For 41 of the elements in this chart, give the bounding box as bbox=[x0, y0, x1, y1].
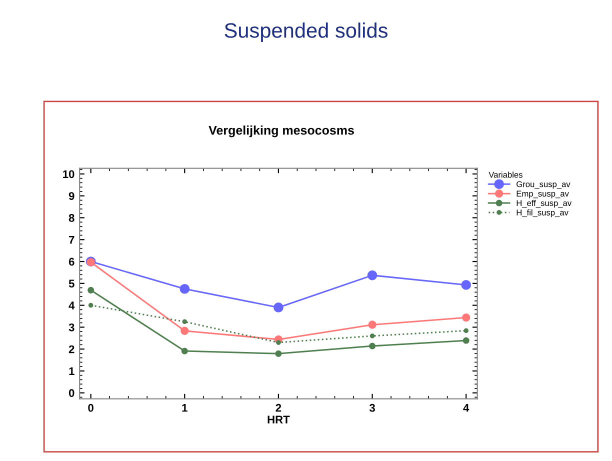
y-tick-label: 2 bbox=[68, 345, 74, 354]
x-tick-label: 3 bbox=[369, 404, 375, 412]
y-tick-label: 6 bbox=[68, 258, 74, 266]
chart-subtitle: Vergelijking mesocosms bbox=[208, 126, 354, 138]
y-tick-label: 5 bbox=[68, 280, 74, 288]
point bbox=[180, 284, 190, 294]
point bbox=[182, 319, 188, 324]
point bbox=[367, 270, 378, 280]
point bbox=[464, 328, 469, 334]
legend-title: Variables bbox=[488, 172, 522, 178]
y-tick-label: 1 bbox=[69, 367, 74, 375]
point bbox=[370, 334, 375, 338]
y-tick-label: 8 bbox=[68, 214, 74, 222]
point bbox=[274, 302, 284, 312]
y-tick-label: 4 bbox=[68, 302, 75, 310]
x-tick-label: 2 bbox=[276, 404, 282, 412]
legend-label: Emp_susp_av bbox=[516, 190, 569, 198]
x-tick-label: 4 bbox=[463, 404, 470, 412]
y-tick-label: 0 bbox=[68, 389, 74, 397]
y-tick-label: 10 bbox=[63, 170, 74, 178]
point bbox=[88, 302, 94, 308]
point bbox=[461, 280, 472, 290]
y-tick-label: 3 bbox=[68, 323, 74, 332]
point bbox=[369, 342, 376, 350]
chart-title: Suspended solids bbox=[224, 22, 388, 42]
legend-label: H_fil_susp_av bbox=[516, 209, 568, 218]
point bbox=[181, 348, 188, 354]
point bbox=[88, 286, 94, 294]
x-tick-label: 1 bbox=[182, 404, 188, 412]
point bbox=[276, 340, 281, 345]
legend-label: H_eff_susp_av bbox=[516, 200, 572, 208]
legend-label: Grou_susp_av bbox=[516, 181, 570, 189]
y-tick-label: 9 bbox=[68, 192, 74, 200]
y-tick-label: 7 bbox=[68, 236, 74, 244]
x-axis-title: HRT bbox=[268, 416, 290, 424]
point bbox=[180, 326, 189, 336]
point bbox=[462, 337, 470, 344]
x-tick-label: 0 bbox=[88, 404, 94, 412]
point bbox=[275, 350, 282, 357]
point bbox=[462, 313, 470, 322]
point bbox=[368, 320, 376, 329]
